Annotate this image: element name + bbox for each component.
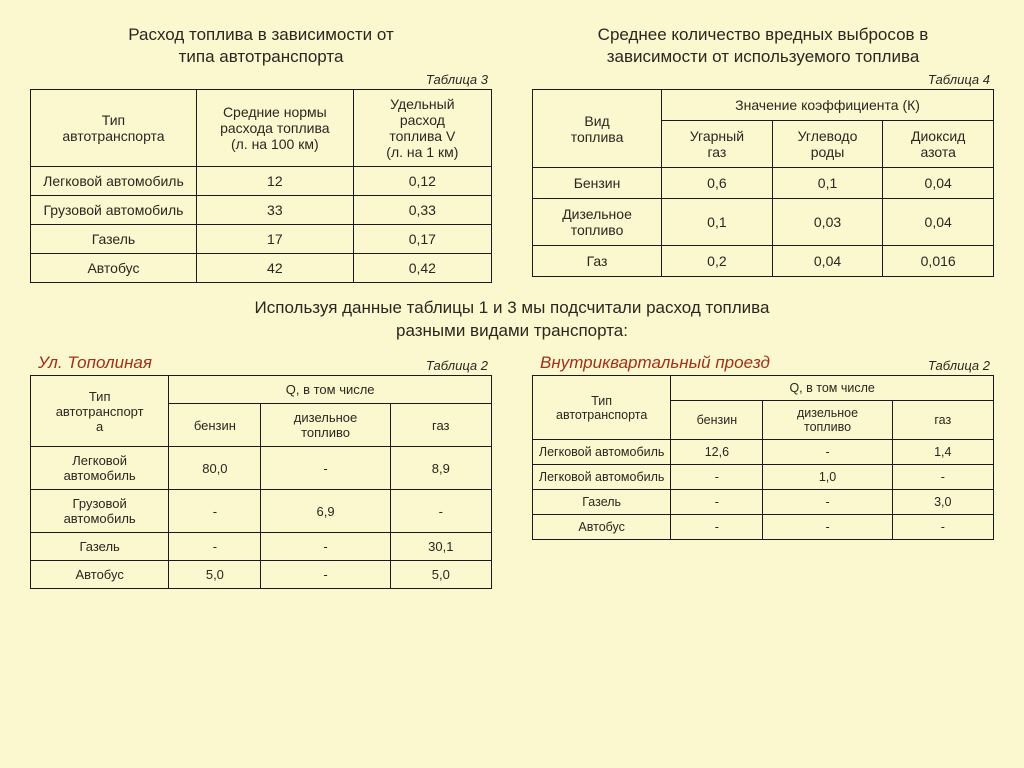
label-table-2-right: Таблица 2: [928, 358, 990, 373]
table-row: Бензин0,60,10,04: [533, 168, 994, 199]
table-row: Легковой автомобиль-1,0-: [533, 465, 994, 490]
panel-vnutrikvartalny: Внутриквартальный проезд Таблица 2 Типав…: [532, 351, 994, 589]
table-4: Видтоплива Значение коэффициента (К) Уга…: [532, 89, 994, 277]
table-row: Легковой автомобиль120,12: [31, 167, 492, 196]
table-2-left: Типавтотранспорта Q, в том числе бензин …: [30, 375, 492, 589]
label-table-4: Таблица 4: [532, 72, 990, 87]
table-row: Автобус---: [533, 515, 994, 540]
label-table-3: Таблица 3: [30, 72, 488, 87]
title-table-3: Расход топлива в зависимости от типа авт…: [30, 24, 492, 68]
street-topolinaya: Ул. Тополиная: [38, 353, 152, 373]
panel-topolinaya: Ул. Тополиная Таблица 2 Типавтотранспорт…: [30, 351, 492, 589]
table-row: Грузовой автомобиль330,33: [31, 196, 492, 225]
street-vnutrikvartalny: Внутриквартальный проезд: [540, 353, 770, 373]
table-row: Газель--3,0: [533, 490, 994, 515]
table-row: Легковой автомобиль80,0-8,9: [31, 447, 492, 490]
table-row: Дизельное топливо0,10,030,04: [533, 199, 994, 246]
table-row: Газель--30,1: [31, 533, 492, 561]
title-table-4: Среднее количество вредных выбросов в за…: [532, 24, 994, 68]
table-row: Легковой автомобиль12,6-1,4: [533, 440, 994, 465]
table-3: Типавтотранспорта Средние нормырасхода т…: [30, 89, 492, 283]
table-row: Автобус420,42: [31, 254, 492, 283]
table-row: Автобус5,0-5,0: [31, 561, 492, 589]
table-row: Газ0,20,040,016: [533, 246, 994, 277]
panel-table-3: Расход топлива в зависимости от типа авт…: [30, 18, 492, 283]
middle-text: Используя данные таблицы 1 и 3 мы подсчи…: [30, 297, 994, 343]
panel-table-4: Среднее количество вредных выбросов в за…: [532, 18, 994, 283]
table-row: Грузовой автомобиль-6,9-: [31, 490, 492, 533]
table-row: Газель170,17: [31, 225, 492, 254]
table-2-right: Типавтотранспорта Q, в том числе бензин …: [532, 375, 994, 540]
label-table-2-left: Таблица 2: [426, 358, 488, 373]
